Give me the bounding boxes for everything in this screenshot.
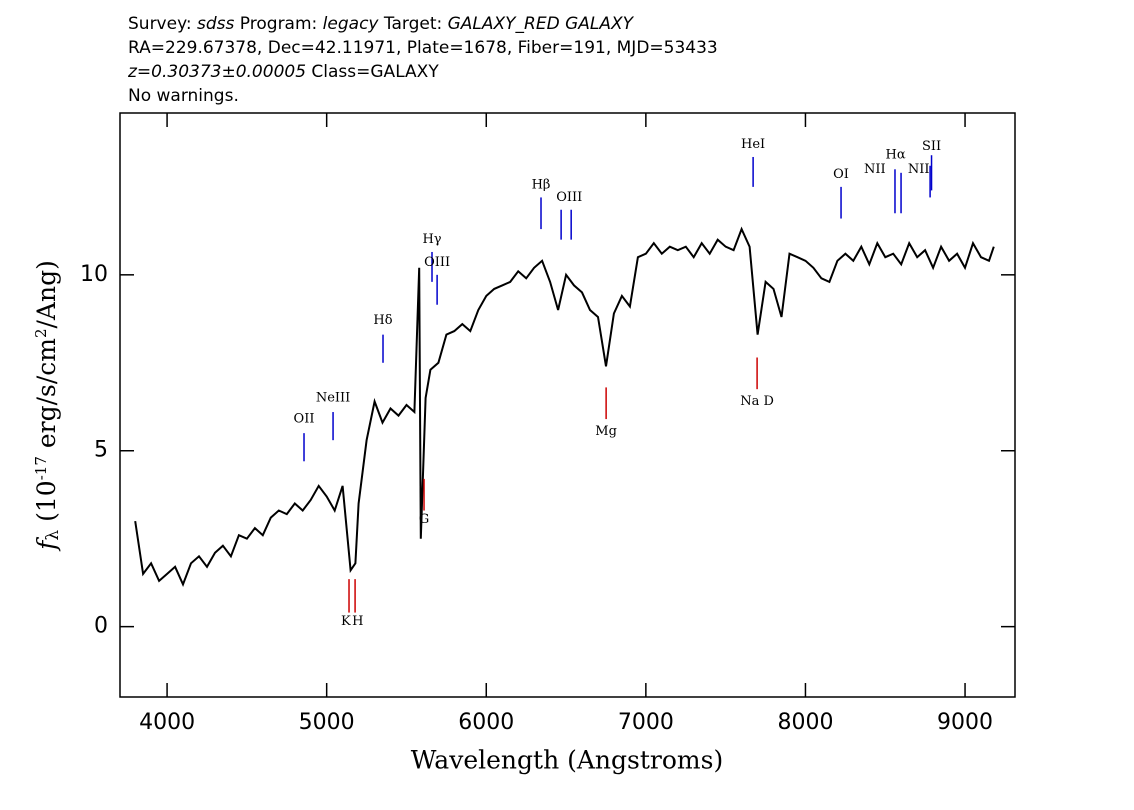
title-text: GALAXY_RED GALAXY (448, 14, 635, 34)
line-marker-label: Mg (595, 424, 617, 439)
y-tick-label: 10 (80, 262, 108, 287)
line-marker-label: Hγ (422, 232, 441, 247)
title-text: Class=GALAXY (306, 62, 439, 82)
y-axis-label: fλ (10-17 erg/s/cm2/Ang) (32, 260, 63, 552)
title-text: Survey: (128, 14, 197, 34)
spectrum-line (134, 226, 995, 588)
title-line: z=0.30373±0.00005 Class=GALAXY (127, 62, 439, 82)
line-marker-label: Hβ (532, 178, 551, 193)
title-text: legacy (323, 14, 380, 34)
line-marker-label: Hδ (373, 313, 392, 328)
x-tick-label: 6000 (458, 710, 514, 735)
y-label-part: (10 (32, 480, 61, 530)
x-tick-label: 4000 (139, 710, 195, 735)
title-text: Target: (378, 14, 447, 34)
x-axis-label: Wavelength (Angstroms) (411, 746, 723, 775)
x-tick-label: 8000 (777, 710, 833, 735)
line-marker-label: NII (864, 162, 886, 177)
line-marker-label: H (352, 614, 363, 629)
y-label-part: /Ang) (32, 260, 61, 328)
title-line: No warnings. (128, 86, 239, 106)
line-marker-label: G (419, 512, 429, 527)
line-marker-label: HeI (741, 137, 765, 152)
line-marker-label: OII (294, 412, 315, 427)
y-label-part: λ (43, 530, 63, 541)
line-marker-label: SII (922, 139, 941, 154)
line-marker-label: NeIII (316, 390, 350, 405)
line-marker-label: NII (908, 162, 930, 177)
x-tick-label: 9000 (937, 710, 993, 735)
y-label-part: 2 (32, 328, 50, 338)
title-text: sdss (197, 14, 235, 34)
title-text: z=0.30373±0.00005 (127, 62, 306, 82)
title-text: RA=229.67378, Dec=42.11971, Plate=1678, … (128, 38, 718, 58)
line-marker-label: Na D (740, 394, 774, 409)
title-line: Survey: sdss Program: legacy Target: GAL… (128, 14, 635, 34)
y-tick-label: 5 (94, 438, 108, 463)
y-label-part: -17 (32, 456, 50, 480)
x-tick-label: 5000 (299, 710, 355, 735)
y-label-part: f (32, 537, 61, 552)
x-tick-label: 7000 (618, 710, 674, 735)
line-marker-label: OI (833, 167, 849, 182)
line-marker-label: OIII (556, 190, 582, 205)
line-marker-label: K (341, 614, 351, 629)
plot-frame (119, 112, 1016, 698)
y-label-part: erg/s/cm (32, 338, 61, 456)
title-text: No warnings. (128, 86, 239, 106)
y-tick-label: 0 (94, 614, 108, 639)
title-line: RA=229.67378, Dec=42.11971, Plate=1678, … (128, 38, 718, 58)
title-text: Program: (234, 14, 322, 34)
line-marker-label: Hα (886, 148, 906, 163)
line-marker-label: OIII (424, 255, 450, 270)
